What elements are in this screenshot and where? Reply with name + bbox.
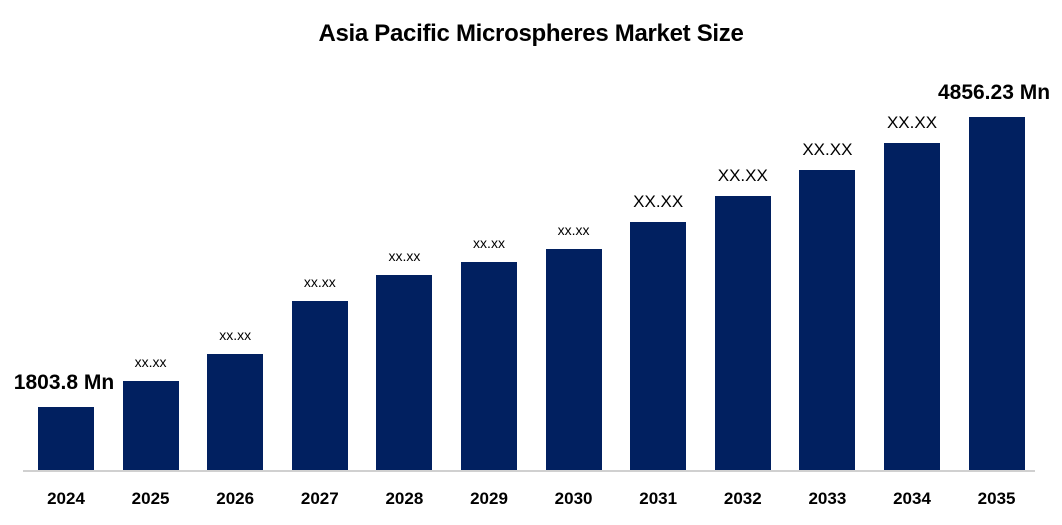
- bar-2026: [207, 354, 264, 470]
- x-tick-label-2027: 2027: [300, 489, 339, 508]
- x-tick-label-2031: 2031: [639, 489, 678, 508]
- x-tick-label-2035: 2035: [977, 489, 1016, 508]
- value-label-2030: xx.xx: [557, 222, 590, 238]
- value-label-2033: XX.XX: [802, 140, 853, 159]
- value-label-2028: xx.xx: [388, 248, 421, 264]
- x-tick-label-2026: 2026: [216, 489, 255, 508]
- value-label-2032: XX.XX: [717, 166, 768, 185]
- value-label-2027: xx.xx: [303, 274, 336, 290]
- bar-2031: [630, 222, 687, 470]
- bar-2027: [291, 301, 348, 470]
- value-label-2026: xx.xx: [219, 327, 252, 343]
- bar-2025: [122, 381, 179, 470]
- value-label-2024: 1803.8 Mn: [13, 371, 115, 394]
- x-tick-label-2025: 2025: [131, 489, 170, 508]
- x-tick-label-2024: 2024: [47, 489, 85, 508]
- chart-title: Asia Pacific Microspheres Market Size: [318, 20, 744, 47]
- value-label-2034: XX.XX: [886, 113, 938, 132]
- value-label-2025: xx.xx: [134, 354, 167, 370]
- value-label-2035: 4856.23 Mn: [937, 81, 1051, 104]
- x-tick-label-2033: 2033: [808, 489, 847, 508]
- bar-2028: [376, 275, 433, 470]
- bar-2029: [461, 262, 517, 470]
- x-tick-label-2034: 2034: [893, 489, 931, 508]
- x-tick-label-2032: 2032: [723, 489, 762, 508]
- bar-2034: [884, 143, 940, 470]
- value-label-2031: XX.XX: [633, 192, 684, 211]
- x-tick-label-2029: 2029: [470, 489, 508, 508]
- x-tick-label-2028: 2028: [385, 489, 424, 508]
- bar-2033: [799, 170, 856, 470]
- bar-2030: [545, 249, 602, 470]
- value-label-2029: xx.xx: [473, 235, 505, 251]
- bar-2024: [38, 407, 94, 470]
- x-tick-label-2030: 2030: [554, 489, 593, 508]
- x-axis-line: [23, 470, 1035, 472]
- bar-2035: [968, 117, 1025, 470]
- bar-2032: [714, 196, 771, 470]
